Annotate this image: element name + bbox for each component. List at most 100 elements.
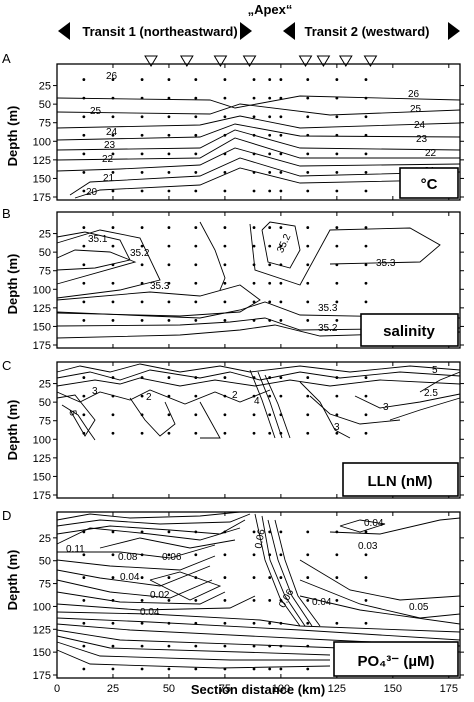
sample-dot bbox=[268, 599, 272, 602]
sample-dot bbox=[279, 576, 283, 579]
station-triangle-icon bbox=[242, 55, 257, 67]
sample-dot bbox=[223, 300, 227, 304]
sample-dot bbox=[252, 621, 256, 625]
sample-dot bbox=[252, 376, 256, 379]
contour-label: 21 bbox=[103, 173, 115, 184]
y-tick-label: 125 bbox=[33, 155, 51, 167]
sample-dot bbox=[279, 133, 283, 137]
y-tick-label: 100 bbox=[33, 136, 51, 148]
sample-dot bbox=[268, 553, 272, 557]
plot-frame bbox=[56, 211, 461, 349]
y-tick-label: 175 bbox=[33, 670, 51, 682]
sample-dot bbox=[268, 189, 272, 193]
y-tick-label: 175 bbox=[33, 490, 51, 502]
sample-dot bbox=[194, 133, 198, 137]
sample-dot bbox=[223, 530, 227, 534]
sample-dot bbox=[252, 263, 256, 267]
sample-dot bbox=[140, 226, 144, 229]
sample-dot bbox=[364, 281, 368, 285]
sample-dot bbox=[335, 244, 339, 248]
sample-dot bbox=[279, 644, 283, 648]
sample-dot bbox=[111, 553, 115, 557]
sample-dot bbox=[194, 189, 198, 193]
contour-label: 0.11 bbox=[66, 544, 85, 555]
y-tick-label: 50 bbox=[39, 247, 51, 259]
contour-label: 3 bbox=[92, 386, 98, 397]
plot-frame bbox=[56, 511, 461, 679]
sample-dot bbox=[252, 644, 256, 648]
sample-dot bbox=[194, 152, 198, 156]
sample-dot bbox=[335, 599, 339, 602]
x-tick-label: 150 bbox=[384, 683, 402, 695]
sample-dot bbox=[111, 263, 115, 267]
sample-dot bbox=[223, 263, 227, 267]
sample-dot bbox=[306, 152, 310, 156]
sample-dot bbox=[268, 376, 272, 379]
contour-label: 5 bbox=[432, 365, 438, 376]
sample-dot bbox=[268, 115, 272, 119]
sample-dot bbox=[140, 319, 144, 322]
sample-dot bbox=[335, 133, 339, 137]
sample-dot bbox=[306, 553, 310, 557]
sample-dot bbox=[167, 394, 171, 398]
contour-label: 35.2 bbox=[130, 248, 150, 259]
y-axis-label: Depth (m) bbox=[5, 550, 20, 611]
sample-dot bbox=[252, 96, 256, 100]
contour-lines bbox=[56, 95, 461, 199]
sample-dot bbox=[223, 553, 227, 557]
sample-dot bbox=[194, 376, 198, 379]
sample-dot bbox=[252, 576, 256, 579]
sample-dot bbox=[82, 78, 86, 81]
y-tick-label: 75 bbox=[39, 266, 51, 278]
sample-dot bbox=[279, 96, 283, 100]
panel-letter: A bbox=[2, 51, 11, 66]
sample-dot bbox=[252, 244, 256, 248]
sample-dot bbox=[364, 394, 368, 398]
sample-dot bbox=[252, 115, 256, 119]
sample-dot bbox=[82, 599, 86, 602]
sample-dot bbox=[364, 152, 368, 156]
sample-dot bbox=[306, 281, 310, 285]
station-triangle-icon bbox=[144, 55, 158, 67]
sample-dot bbox=[82, 394, 86, 398]
sample-dot bbox=[306, 413, 310, 417]
sample-dot bbox=[252, 226, 256, 229]
y-tick-label: 25 bbox=[39, 229, 51, 241]
sample-dot bbox=[364, 244, 368, 248]
sample-dot bbox=[140, 376, 144, 379]
sample-dot bbox=[194, 300, 198, 304]
sample-dot bbox=[279, 530, 283, 534]
sample-dot bbox=[279, 244, 283, 248]
sample-dot bbox=[111, 300, 115, 304]
sample-dot bbox=[223, 226, 227, 229]
sample-dot bbox=[223, 189, 227, 193]
sample-dot bbox=[140, 115, 144, 119]
y-tick-label: 175 bbox=[33, 340, 51, 352]
sample-dot bbox=[279, 394, 283, 398]
sample-dot bbox=[194, 263, 198, 267]
contour-label: 2 bbox=[146, 392, 152, 403]
sample-dot bbox=[279, 263, 283, 267]
sample-dot bbox=[279, 667, 283, 671]
sample-dot bbox=[335, 263, 339, 267]
station-triangle-icon bbox=[338, 55, 353, 67]
sample-dot bbox=[223, 78, 227, 81]
sample-dot bbox=[82, 133, 86, 137]
sample-dot bbox=[335, 394, 339, 398]
panel-letter: D bbox=[2, 508, 11, 523]
tick-marks: 25 50 75 100 125 150 175 bbox=[33, 64, 464, 204]
sample-dot bbox=[194, 667, 198, 671]
sample-dot bbox=[252, 281, 256, 285]
sample-dot bbox=[111, 319, 115, 322]
sample-dot bbox=[167, 263, 171, 267]
y-tick-label: 75 bbox=[39, 579, 51, 591]
sample-dot bbox=[306, 530, 310, 534]
sample-dot bbox=[223, 644, 227, 648]
sample-dot bbox=[140, 300, 144, 304]
sample-dot bbox=[140, 576, 144, 579]
arrow-left-icon bbox=[58, 22, 70, 40]
sample-dot bbox=[279, 413, 283, 417]
contour-label: 2.5 bbox=[424, 388, 438, 399]
y-tick-label: 75 bbox=[39, 118, 51, 130]
contour-label: 35.2 bbox=[318, 323, 338, 334]
